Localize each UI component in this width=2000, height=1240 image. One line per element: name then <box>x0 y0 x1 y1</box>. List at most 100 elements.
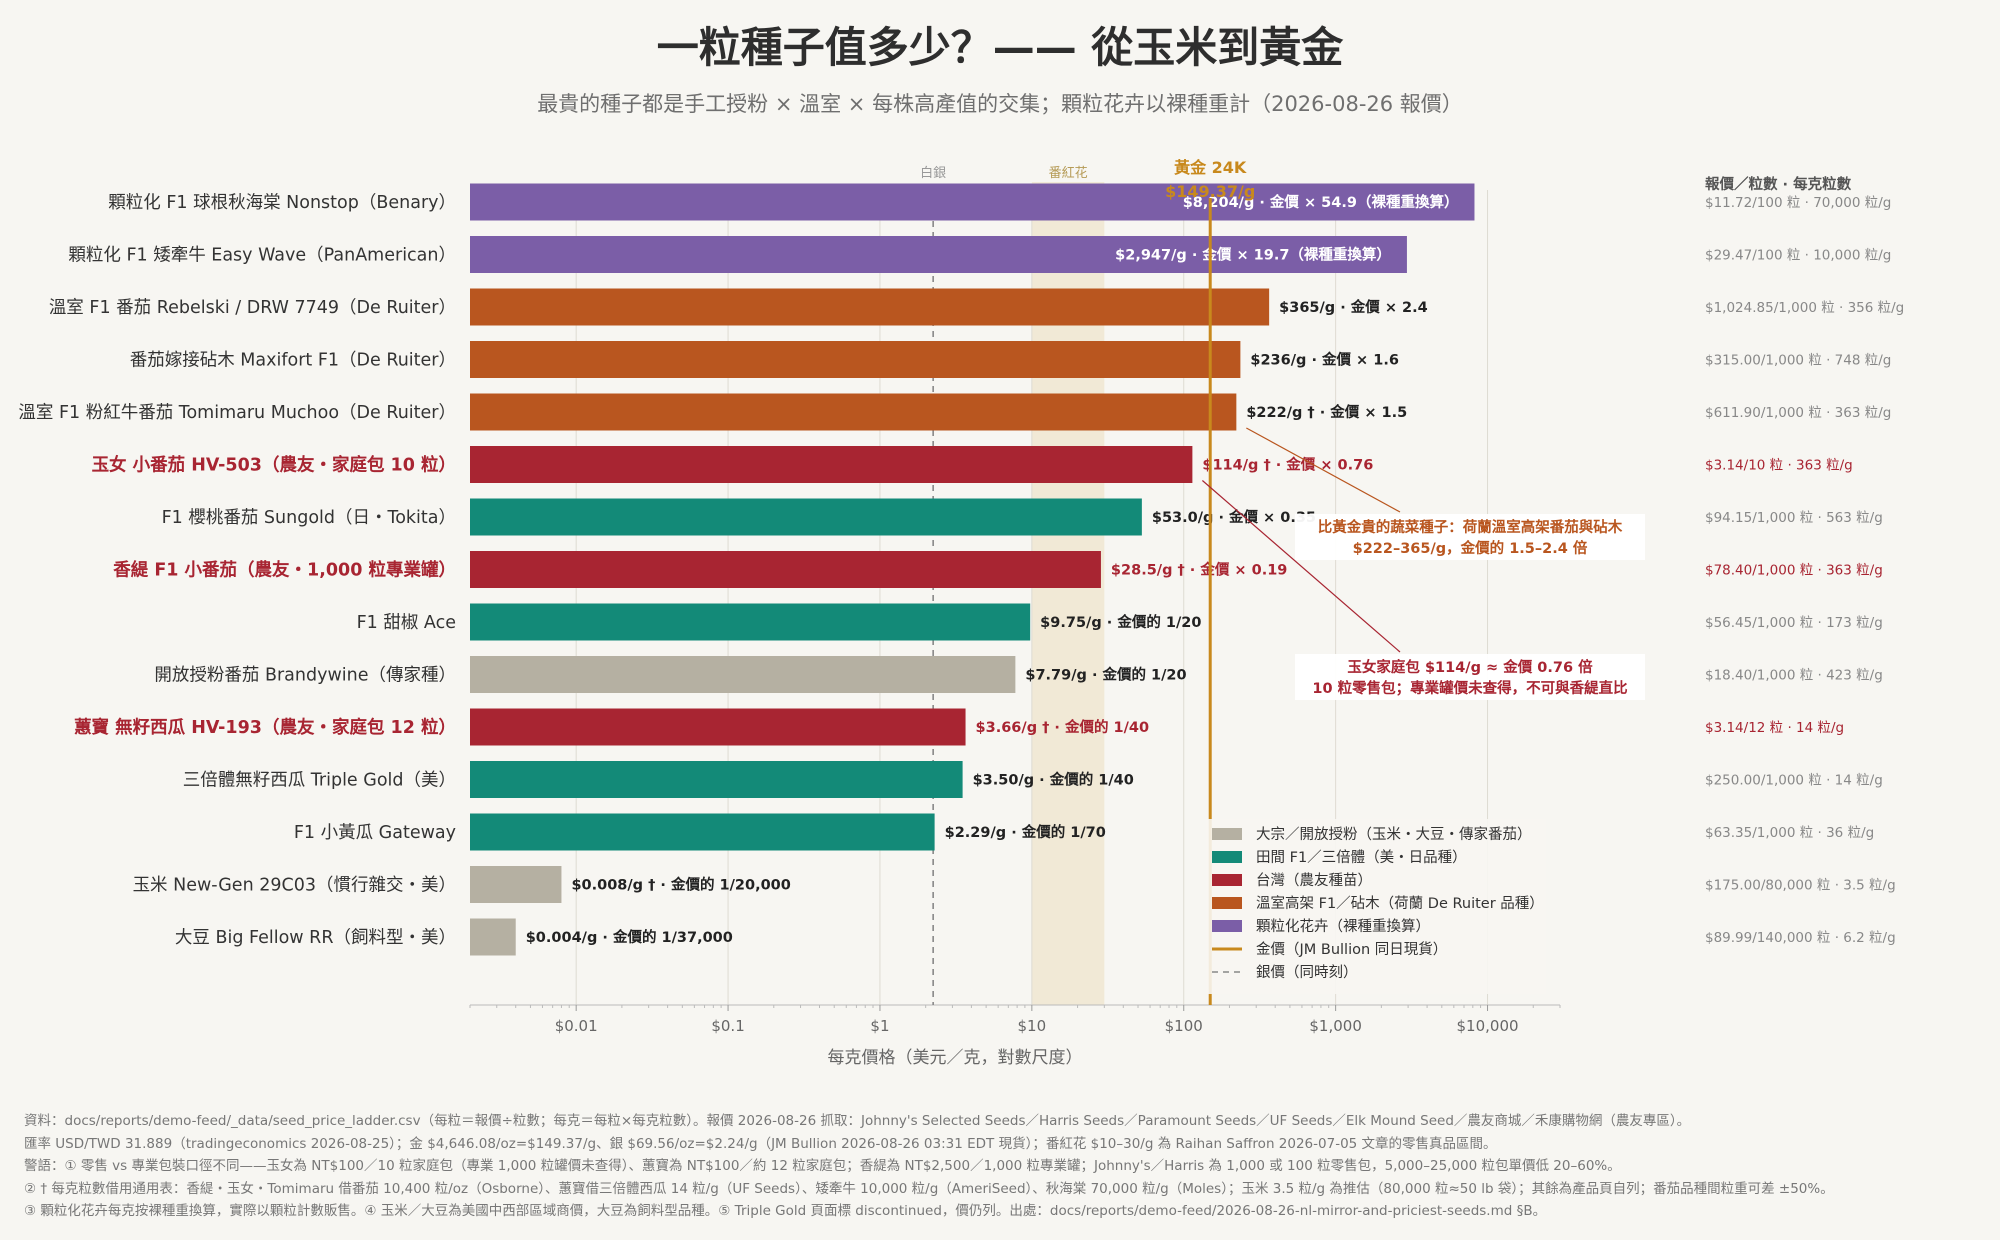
bar-category-label: F1 櫻桃番茄 Sungold（日・Tokita） <box>162 507 456 528</box>
bar <box>470 813 935 851</box>
x-tick-label: $10,000 <box>1457 1017 1519 1035</box>
annotation-box <box>1295 514 1645 560</box>
bar <box>470 656 1016 693</box>
bar-category-label: 大豆 Big Fellow RR（飼料型・美） <box>175 928 456 948</box>
bar-value-label: $8,204/g · 金價 × 54.9（裸種重換算） <box>1183 193 1459 211</box>
legend-label: 大宗／開放授粉（玉米・大豆・傳家番茄） <box>1256 826 1532 843</box>
legend-swatch <box>1212 851 1242 863</box>
bar-category-label: 三倍體無籽西瓜 Triple Gold（美） <box>183 771 456 791</box>
footer-line: 警語：① 零售 vs 專業包裝口徑不同——玉女為 NT$100／10 粒家庭包（… <box>24 1158 1621 1174</box>
bar <box>470 551 1101 588</box>
bar <box>470 603 1031 641</box>
bar-right-note: $11.72/100 粒 · 70,000 粒/g <box>1705 195 1891 211</box>
legend-label: 溫室高架 F1／砧木（荷蘭 De Ruiter 品種） <box>1256 895 1544 912</box>
bar-right-note: $1,024.85/1,000 粒 · 356 粒/g <box>1705 300 1904 316</box>
legend-swatch <box>1212 828 1242 840</box>
chart-subtitle: 最貴的種子都是手工授粉 × 溫室 × 每株高產值的交集；顆粒花卉以裸種重計（20… <box>537 92 1463 116</box>
saffron-label: 番紅花 <box>1049 165 1088 181</box>
bar-right-note: $29.47/100 粒 · 10,000 粒/g <box>1705 248 1891 264</box>
bar-right-note: $18.40/1,000 粒 · 423 粒/g <box>1705 668 1883 684</box>
bar <box>470 446 1193 483</box>
chart-title: 一粒種子值多少？—— 從玉米到黃金 <box>656 23 1344 72</box>
annotation-box <box>1295 654 1645 700</box>
bar-category-label: F1 小黃瓜 Gateway <box>294 823 456 843</box>
bar-right-note: $315.00/1,000 粒 · 748 粒/g <box>1705 353 1891 369</box>
bar-right-note: $611.90/1,000 粒 · 363 粒/g <box>1705 405 1891 421</box>
legend-label: 金價（JM Bullion 同日現貨） <box>1256 941 1447 958</box>
bar-value-label: $236/g · 金價 × 1.6 <box>1250 351 1399 369</box>
x-tick-label: $1 <box>870 1017 889 1035</box>
bar-value-label: $3.66/g † · 金價的 1/40 <box>976 718 1150 736</box>
bar-category-label: 開放授粉番茄 Brandywine（傳家種） <box>154 666 456 686</box>
bar-category-label: 香緹 F1 小番茄（農友・1,000 粒專業罐） <box>113 560 456 581</box>
bar-value-label: $114/g † · 金價 × 0.76 <box>1202 456 1373 474</box>
bar <box>470 866 562 903</box>
bar-right-note: $3.14/12 粒 · 14 粒/g <box>1705 720 1844 736</box>
bar-category-label: 顆粒化 F1 球根秋海棠 Nonstop（Benary） <box>108 193 456 213</box>
legend-background <box>1206 819 1546 994</box>
bar-value-label: $7.79/g · 金價的 1/20 <box>1025 666 1186 684</box>
gold-value-label: $149.37/g <box>1165 182 1255 201</box>
bar-right-note: $89.99/140,000 粒 · 6.2 粒/g <box>1705 930 1896 946</box>
bar <box>470 236 1407 273</box>
bar-value-label: $222/g † · 金價 × 1.5 <box>1246 403 1407 421</box>
footer-line: 資料：docs/reports/demo-feed/_data/seed_pri… <box>24 1113 1691 1129</box>
bar <box>470 341 1241 378</box>
bar-category-label: 顆粒化 F1 矮牽牛 Easy Wave（PanAmerican） <box>68 246 456 266</box>
legend-swatch <box>1212 920 1242 932</box>
x-tick-label: $100 <box>1165 1017 1203 1035</box>
annotation-text: 比黃金貴的蔬菜種子：荷蘭溫室高架番茄與砧木 <box>1318 518 1623 536</box>
bar-right-note: $3.14/10 粒 · 363 粒/g <box>1705 458 1853 474</box>
bar <box>470 918 516 956</box>
annotation-leader-line <box>1246 427 1401 513</box>
bar-category-label: F1 甜椒 Ace <box>357 613 456 633</box>
bar-value-label: $9.75/g · 金價的 1/20 <box>1040 613 1201 631</box>
legend-label: 顆粒化花卉（裸種重換算） <box>1256 918 1430 935</box>
footer-line: 匯率 USD/TWD 31.889（tradingeconomics 2026-… <box>24 1135 1497 1152</box>
right-column-header: 報價／粒數 · 每克粒數 <box>1705 175 1852 193</box>
silver-label: 白銀 <box>920 165 946 181</box>
bar-value-label: $53.0/g · 金價 × 0.35 <box>1152 508 1316 526</box>
annotation-leader-line <box>1201 480 1401 653</box>
x-tick-label: $0.01 <box>555 1017 598 1035</box>
annotation-text: 玉女家庭包 $114/g ≈ 金價 0.76 倍 <box>1347 658 1593 676</box>
footer-line: ③ 顆粒化花卉每克按裸種重換算，實際以顆粒計數販售。④ 玉米／大豆為美國中西部區… <box>24 1203 1547 1219</box>
bar-value-label: $2.29/g · 金價的 1/70 <box>945 823 1106 841</box>
bar-value-label: $2,947/g · 金價 × 19.7（裸種重換算） <box>1115 246 1391 264</box>
legend-label: 台灣（農友種苗） <box>1256 872 1372 889</box>
bar <box>470 708 966 746</box>
bar-value-label: $365/g · 金價 × 2.4 <box>1279 298 1428 316</box>
bar <box>470 288 1270 326</box>
bar-category-label: 玉女 小番茄 HV-503（農友・家庭包 10 粒） <box>92 455 456 476</box>
legend-label: 銀價（同時刻） <box>1256 964 1358 981</box>
x-tick-label: $0.1 <box>711 1017 744 1035</box>
bar-right-note: $63.35/1,000 粒 · 36 粒/g <box>1705 825 1874 841</box>
bar-category-label: 蕙寶 無籽西瓜 HV-193（農友・家庭包 12 粒） <box>74 717 456 738</box>
annotation-text: 10 粒零售包；專業罐價未查得，不可與香緹直比 <box>1312 679 1627 697</box>
x-axis-label: 每克價格（美元／克，對數尺度） <box>828 1048 1083 1068</box>
seed-price-chart: 番紅花$10–30/g$0.01$0.1$1$10$100$1,000$10,0… <box>18 158 1904 1068</box>
legend-swatch <box>1212 874 1242 886</box>
bar <box>470 183 1475 221</box>
bar-category-label: 玉米 New-Gen 29C03（慣行雜交・美） <box>133 876 456 896</box>
annotation-text: $222–365/g，金價的 1.5–2.4 倍 <box>1353 539 1588 557</box>
bar-category-label: 溫室 F1 粉紅牛番茄 Tomimaru Muchoo（De Ruiter） <box>18 403 456 423</box>
bar-category-label: 番茄嫁接砧木 Maxifort F1（De Ruiter） <box>130 351 456 371</box>
x-tick-label: $10 <box>1018 1017 1047 1035</box>
bar-right-note: $78.40/1,000 粒 · 363 粒/g <box>1705 563 1883 579</box>
x-tick-label: $1,000 <box>1309 1017 1362 1035</box>
bar-right-note: $56.45/1,000 粒 · 173 粒/g <box>1705 615 1883 631</box>
bar-value-label: $3.50/g · 金價的 1/40 <box>973 771 1134 789</box>
bar <box>470 393 1237 431</box>
bar-right-note: $94.15/1,000 粒 · 563 粒/g <box>1705 510 1883 526</box>
bar-value-label: $28.5/g † · 金價 × 0.19 <box>1111 561 1287 579</box>
bar-value-label: $0.004/g · 金價的 1/37,000 <box>526 928 733 946</box>
legend-swatch <box>1212 897 1242 909</box>
footer-line: ② † 每克粒數借用通用表：香緹・玉女・Tomimaru 借番茄 10,400 … <box>24 1180 1834 1197</box>
bar-right-note: $250.00/1,000 粒 · 14 粒/g <box>1705 773 1883 789</box>
bar <box>470 498 1142 536</box>
footer-notes: 資料：docs/reports/demo-feed/_data/seed_pri… <box>24 1110 1984 1223</box>
bar-category-label: 溫室 F1 番茄 Rebelski / DRW 7749（De Ruiter） <box>49 298 456 318</box>
legend-label: 田間 F1／三倍體（美・日品種） <box>1256 849 1467 866</box>
gold-label: 黃金 24K <box>1173 158 1247 177</box>
